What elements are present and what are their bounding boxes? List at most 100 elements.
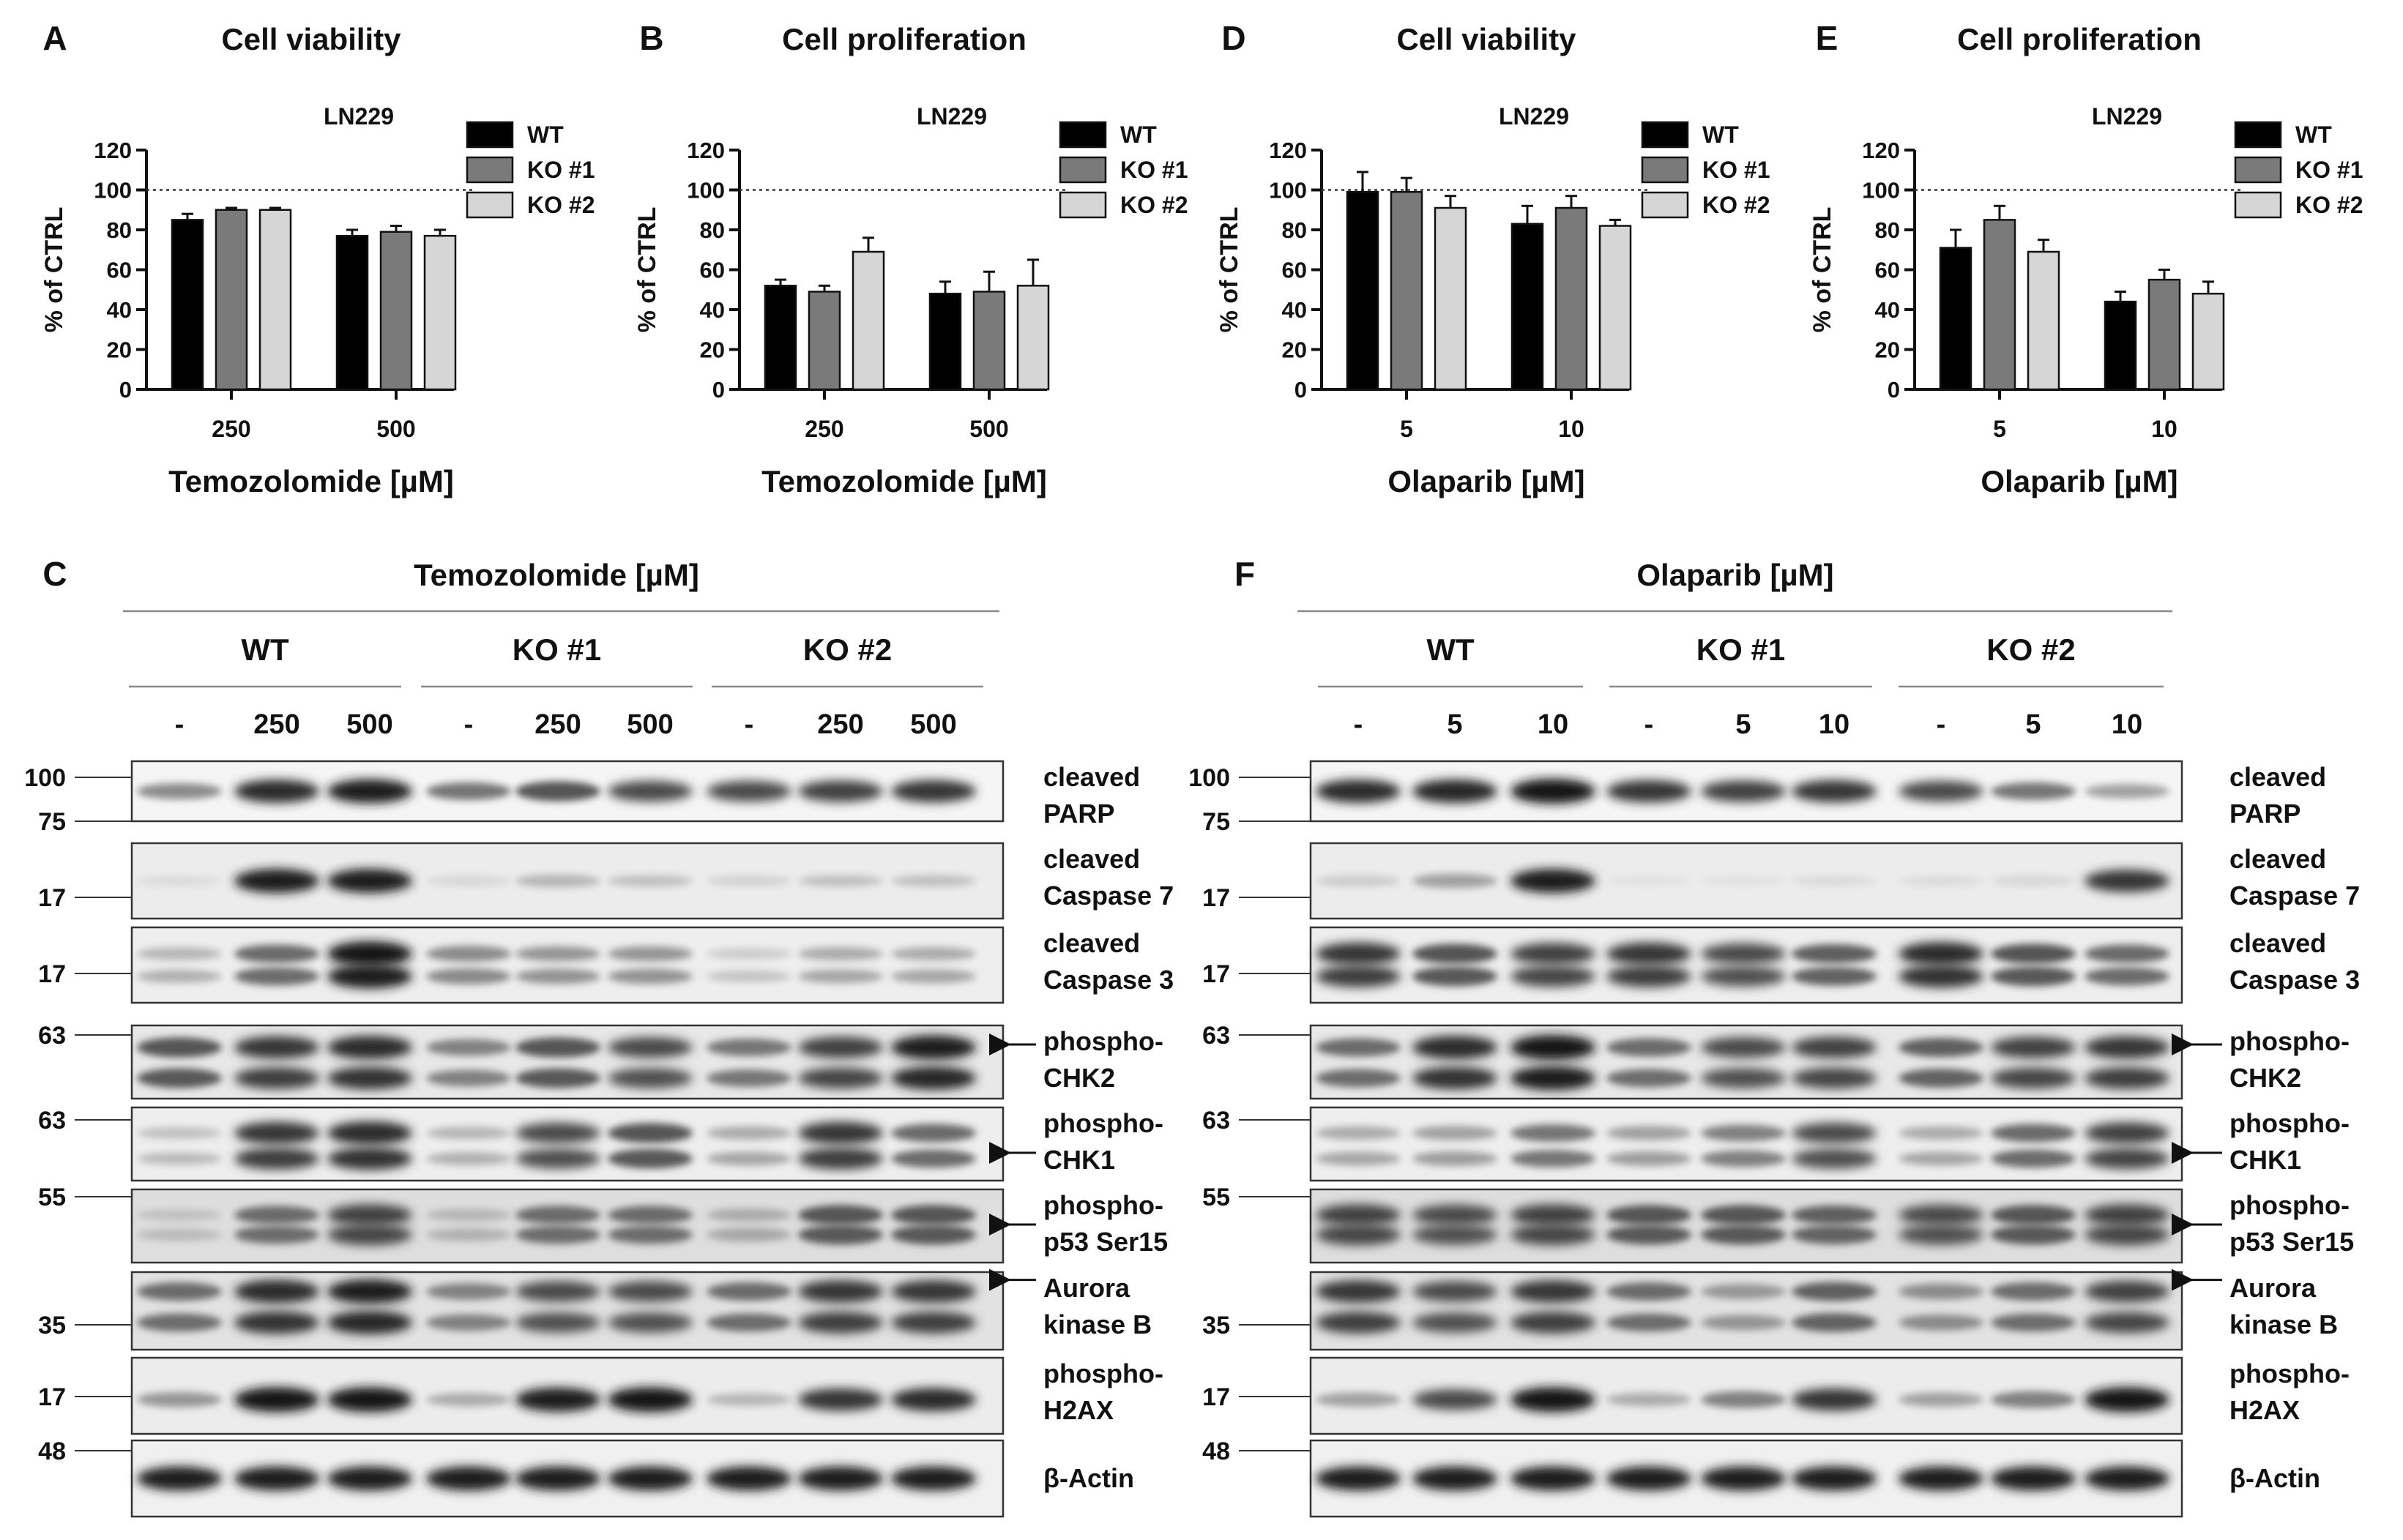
protein-band [234, 780, 319, 803]
dose-label: 10 [2112, 709, 2142, 740]
legend-swatch [1059, 156, 1107, 184]
protein-band [234, 1225, 319, 1244]
legend-swatch [1641, 156, 1689, 184]
protein-band [1412, 1225, 1497, 1245]
protein-band [1792, 1122, 1877, 1144]
protein-band [1899, 1069, 1983, 1088]
protein-band [1792, 1225, 1877, 1244]
protein-label: kinase B [1043, 1309, 1152, 1339]
protein-label: cleaved [2229, 762, 2326, 792]
dose-label: 500 [627, 709, 673, 740]
blot-row [1309, 1356, 2183, 1435]
protein-band [798, 1205, 883, 1225]
protein-band [707, 1069, 791, 1087]
x-axis-label: Olaparib [µM] [1981, 464, 2177, 498]
protein-band [891, 1280, 976, 1303]
protein-band [1991, 1124, 2076, 1143]
bar [1554, 206, 1588, 391]
y-tick-label: 60 [1282, 258, 1307, 283]
protein-label: H2AX [1043, 1395, 1114, 1425]
group-label: WT [241, 632, 289, 667]
protein-band [1792, 966, 1877, 986]
protein-band [1701, 965, 1786, 987]
protein-label: H2AX [2229, 1395, 2300, 1425]
protein-band [1316, 1311, 1401, 1334]
protein-band [327, 1036, 412, 1059]
y-tick-label: 80 [107, 217, 132, 243]
protein-band [1899, 1204, 1983, 1226]
protein-band [2085, 1122, 2169, 1144]
protein-band [426, 1466, 511, 1491]
protein-band [327, 1224, 412, 1246]
protein-band [891, 1066, 976, 1090]
protein-band [707, 1466, 791, 1491]
group-label: KO #2 [803, 632, 892, 667]
protein-band [1899, 1126, 1983, 1140]
protein-band [1510, 1035, 1595, 1060]
protein-band [1316, 875, 1401, 887]
protein-band [891, 1035, 976, 1060]
protein-band [1701, 1315, 1786, 1331]
mw-marker-label: 63 [1202, 1107, 1230, 1135]
protein-band [1701, 1205, 1786, 1225]
chart-title: Cell proliferation [1957, 22, 2202, 56]
protein-band [1412, 1466, 1497, 1491]
protein-band [137, 1282, 222, 1301]
chart-title: Cell viability [1396, 22, 1576, 56]
protein-band [234, 1387, 319, 1413]
blot-row [130, 1271, 1005, 1351]
bar [808, 291, 841, 391]
bar [1939, 247, 1972, 391]
protein-band [1899, 942, 1983, 965]
protein-label: Caspase 3 [2229, 965, 2360, 995]
protein-label: phospho- [2229, 1108, 2350, 1138]
mw-marker-label: 17 [38, 884, 66, 912]
protein-band [891, 1205, 976, 1225]
protein-label: phospho- [1043, 1108, 1163, 1138]
protein-band [1899, 875, 1983, 886]
protein-band [426, 1069, 511, 1087]
y-axis-label: % of CTRL [1808, 207, 1836, 333]
protein-band [234, 1466, 319, 1491]
protein-band [798, 1311, 883, 1334]
protein-band [234, 1067, 319, 1089]
protein-band [891, 1311, 976, 1334]
protein-band [1316, 1126, 1401, 1140]
protein-band [1316, 965, 1401, 987]
dose-label: 5 [1735, 709, 1751, 740]
dose-label: - [175, 709, 185, 740]
protein-band [608, 1466, 693, 1491]
mw-marker-label: 35 [38, 1312, 66, 1339]
protein-band [426, 1039, 511, 1056]
blot-row [1309, 1188, 2183, 1264]
protein-band [1991, 1282, 2076, 1301]
legend-label: KO #1 [1120, 157, 1188, 183]
blot-row [130, 1188, 1005, 1264]
legend-swatch [466, 191, 514, 219]
blot-membrane [1309, 1106, 2183, 1182]
cell-line-label: LN229 [324, 103, 394, 130]
mw-marker-label: 48 [38, 1438, 66, 1465]
x-tick-label: 5 [1400, 416, 1413, 442]
protein-band [608, 1312, 693, 1333]
y-tick-label: 0 [119, 377, 132, 403]
protein-band [327, 1387, 412, 1413]
protein-band [1899, 965, 1983, 988]
protein-band [515, 946, 600, 962]
protein-band [234, 967, 319, 986]
protein-band [1510, 1124, 1595, 1143]
protein-band [798, 946, 883, 961]
protein-band [137, 969, 222, 983]
protein-band [1792, 1466, 1877, 1491]
protein-band [137, 1126, 222, 1140]
panel-letter: A [42, 19, 67, 57]
protein-band [2085, 1312, 2169, 1334]
protein-label: Aurora [1043, 1273, 1130, 1303]
protein-band [1991, 943, 2076, 964]
bar [1510, 223, 1544, 391]
bar [1346, 190, 1379, 391]
mw-marker-label: 63 [38, 1107, 66, 1135]
protein-band [426, 1227, 511, 1242]
protein-band [1510, 943, 1595, 965]
protein-band [426, 1392, 511, 1407]
